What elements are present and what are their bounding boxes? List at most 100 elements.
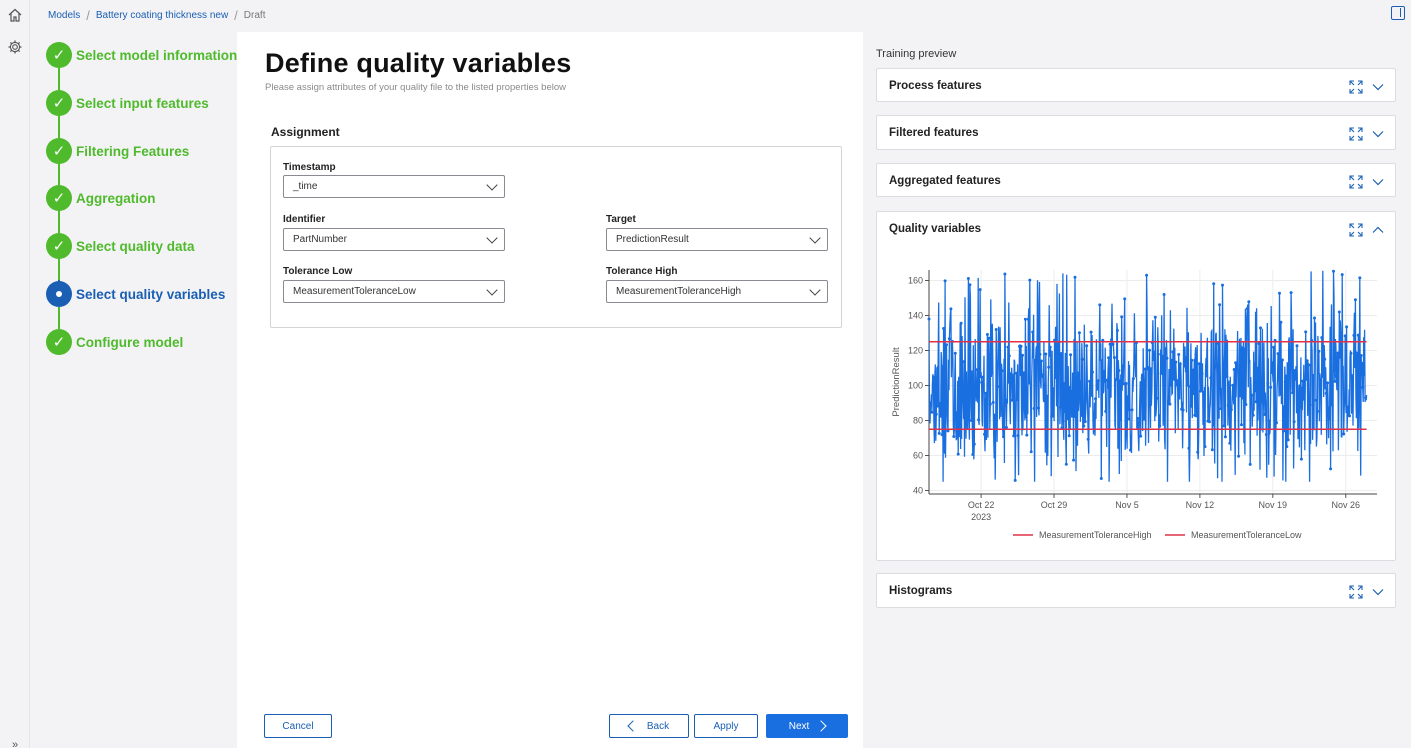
back-button[interactable]: Back: [609, 714, 689, 738]
timestamp-select[interactable]: _time: [283, 175, 505, 198]
breadcrumb-model-name[interactable]: Battery coating thickness new: [95, 9, 229, 21]
data-point: [1337, 310, 1341, 314]
data-point: [966, 277, 970, 280]
tolerance-low-label: Tolerance Low: [283, 266, 353, 277]
data-point: [1048, 345, 1052, 349]
data-point: [1259, 326, 1262, 330]
filtered-features-card[interactable]: Filtered features: [876, 115, 1396, 150]
data-point: [1130, 408, 1134, 412]
data-point: [1129, 448, 1132, 452]
chevron-down-icon: [486, 179, 498, 191]
chevron-down-icon[interactable]: [1371, 80, 1385, 94]
settings-icon[interactable]: [6, 38, 24, 56]
data-point: [1174, 360, 1178, 364]
data-point: [945, 343, 948, 347]
data-point: [981, 375, 985, 379]
data-point: [1032, 407, 1036, 410]
data-point: [1136, 417, 1140, 420]
data-point: [993, 413, 997, 417]
step-connector: [58, 68, 60, 280]
data-point: [1133, 354, 1137, 358]
data-point: [1362, 373, 1366, 377]
chevron-down-icon[interactable]: [1371, 585, 1385, 599]
toggle-panel-icon[interactable]: [1391, 6, 1405, 20]
data-point: [1260, 399, 1264, 403]
expand-icon[interactable]: [1349, 175, 1363, 189]
step-select-quality-data[interactable]: ✓ Select quality data: [46, 233, 195, 259]
data-point: [1270, 361, 1274, 365]
step-select-model-information[interactable]: ✓ Select model information: [46, 42, 237, 68]
data-point: [1140, 376, 1144, 380]
data-point: [1308, 363, 1312, 367]
expand-icon[interactable]: [1349, 80, 1363, 94]
data-point: [1137, 421, 1141, 425]
data-point: [1326, 381, 1330, 385]
data-point: [1241, 380, 1245, 384]
data-point: [1313, 316, 1316, 320]
data-point: [1263, 413, 1267, 416]
expand-icon[interactable]: [1349, 127, 1363, 141]
y-tick-label: 40: [913, 486, 923, 496]
data-point: [1080, 357, 1084, 361]
data-point: [934, 412, 938, 416]
apply-button[interactable]: Apply: [694, 714, 758, 738]
chevron-up-icon[interactable]: [1371, 223, 1385, 237]
next-label: Next: [788, 720, 810, 732]
check-icon: ✓: [46, 90, 72, 116]
data-point: [949, 307, 953, 311]
step-configure-model[interactable]: ✓ Configure model: [46, 329, 183, 355]
data-point: [1058, 405, 1062, 409]
data-point: [1209, 376, 1213, 380]
data-point: [937, 431, 941, 435]
chevron-down-icon[interactable]: [1371, 127, 1385, 141]
quality-variables-chart[interactable]: 40 60 80 100 120 140 160 Oct 22 2023 Oct 29 Nov 5 N…: [877, 242, 1395, 560]
data-point: [1038, 352, 1042, 356]
data-point: [1069, 353, 1073, 357]
next-button[interactable]: Next: [766, 714, 848, 738]
step-filtering-features[interactable]: ✓ Filtering Features: [46, 138, 189, 164]
step-select-quality-variables[interactable]: Select quality variables: [46, 281, 225, 307]
breadcrumb-models[interactable]: Models: [48, 9, 81, 21]
expand-icon[interactable]: [1349, 223, 1363, 237]
data-point: [1231, 383, 1235, 387]
data-point: [1315, 409, 1319, 413]
data-point: [980, 380, 984, 384]
step-select-input-features[interactable]: ✓ Select input features: [46, 90, 209, 116]
tolerance-low-select[interactable]: MeasurementToleranceLow: [283, 280, 505, 303]
chevron-down-icon[interactable]: [1371, 175, 1385, 189]
data-point: [1045, 394, 1049, 398]
card-title: Process features: [889, 80, 982, 92]
data-point: [1178, 362, 1182, 366]
tolerance-high-label: Tolerance High: [606, 266, 678, 277]
tolerance-high-select[interactable]: MeasurementToleranceHigh: [606, 280, 828, 303]
process-features-card[interactable]: Process features: [876, 68, 1396, 102]
data-point: [1003, 272, 1007, 276]
step-aggregation[interactable]: ✓ Aggregation: [46, 185, 156, 211]
data-point: [1248, 462, 1252, 466]
expand-icon[interactable]: [1349, 585, 1363, 599]
card-title: Aggregated features: [889, 175, 1001, 187]
data-point: [1223, 435, 1227, 439]
card-title: Histograms: [889, 585, 953, 597]
data-point: [1351, 378, 1354, 382]
data-point: [1222, 424, 1226, 428]
data-point: [1094, 397, 1097, 401]
data-point: [940, 433, 944, 437]
data-point: [1026, 317, 1030, 321]
data-point: [1215, 362, 1219, 366]
data-point: [991, 401, 995, 404]
cancel-button[interactable]: Cancel: [264, 714, 332, 738]
expand-rail-icon[interactable]: »: [11, 739, 19, 748]
data-point: [968, 283, 972, 287]
aggregated-features-card[interactable]: Aggregated features: [876, 163, 1396, 197]
histograms-card[interactable]: Histograms: [876, 573, 1396, 608]
data-point: [1096, 379, 1100, 383]
training-preview-panel: Training preview Process features Filter…: [864, 32, 1411, 748]
target-select[interactable]: PredictionResult: [606, 228, 828, 251]
data-point: [1156, 352, 1160, 356]
data-point: [1339, 332, 1343, 335]
data-point: [1229, 408, 1233, 412]
home-icon[interactable]: [6, 6, 24, 24]
identifier-select[interactable]: PartNumber: [283, 228, 505, 251]
card-title: Quality variables: [889, 223, 982, 235]
